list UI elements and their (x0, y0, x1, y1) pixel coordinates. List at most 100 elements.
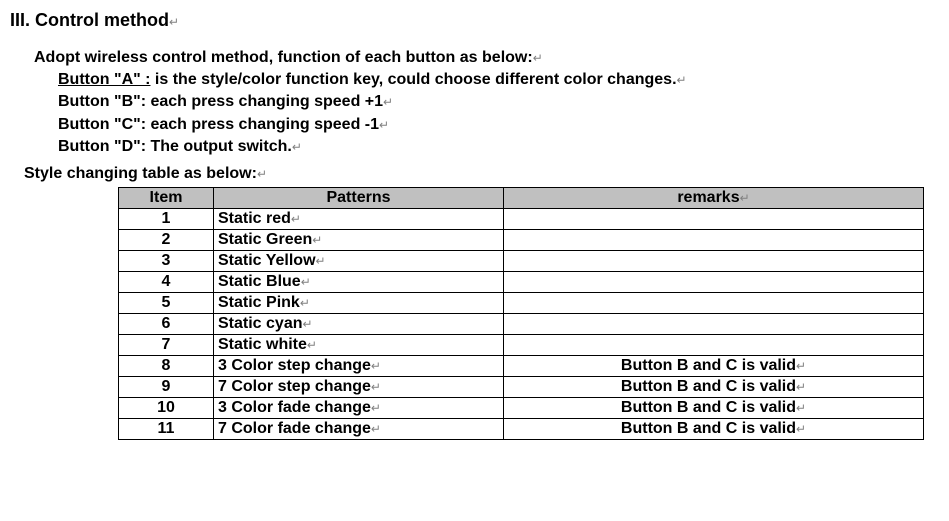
cell-item: 3 (119, 250, 214, 271)
cell-remarks-text: Button B and C is valid (621, 399, 796, 416)
table-intro: Style changing table as below:↵ (24, 165, 941, 183)
return-mark-icon: ↵ (383, 95, 393, 109)
button-desc: each press changing speed +1 (150, 93, 383, 110)
return-mark-icon: ↵ (677, 73, 687, 87)
cell-item: 6 (119, 313, 214, 334)
cell-pattern: Static white↵ (214, 334, 504, 355)
return-mark-icon: ↵ (300, 296, 310, 310)
cell-item: 11 (119, 418, 214, 439)
cell-pattern: 7 Color step change↵ (214, 376, 504, 397)
button-line: Button "D": The output switch.↵ (58, 136, 941, 158)
button-desc: The output switch. (150, 138, 291, 155)
button-label: Button "A" : (58, 71, 150, 88)
table-row: 97 Color step change↵Button B and C is v… (119, 376, 924, 397)
section-title-text: III. Control method (10, 10, 169, 30)
cell-pattern: Static Blue↵ (214, 271, 504, 292)
section-title: III. Control method↵ (8, 10, 941, 31)
button-desc: is the style/color function key, could c… (150, 71, 676, 88)
table-row: 4Static Blue↵ (119, 271, 924, 292)
cell-item: 2 (119, 229, 214, 250)
cell-pattern-text: Static Blue (218, 273, 301, 290)
cell-pattern: Static Yellow↵ (214, 250, 504, 271)
header-remarks: remarks↵ (504, 187, 924, 208)
cell-remarks (504, 334, 924, 355)
button-line: Button "B": each press changing speed +1… (58, 91, 941, 113)
table-row: 1Static red↵ (119, 208, 924, 229)
return-mark-icon: ↵ (371, 422, 381, 436)
return-mark-icon: ↵ (371, 359, 381, 373)
return-mark-icon: ↵ (257, 167, 267, 181)
header-item: Item (119, 187, 214, 208)
cell-pattern-text: 7 Color step change (218, 378, 371, 395)
return-mark-icon: ↵ (169, 15, 179, 29)
table-row: 117 Color fade change↵Button B and C is … (119, 418, 924, 439)
header-remarks-text: remarks (677, 189, 739, 206)
cell-remarks: Button B and C is valid↵ (504, 355, 924, 376)
cell-pattern: Static Pink↵ (214, 292, 504, 313)
cell-pattern-text: Static cyan (218, 315, 302, 332)
return-mark-icon: ↵ (796, 401, 806, 415)
cell-remarks-text: Button B and C is valid (621, 357, 796, 374)
intro-text: Adopt wireless control method, function … (34, 49, 533, 66)
cell-item: 4 (119, 271, 214, 292)
table-row: 3Static Yellow↵ (119, 250, 924, 271)
table-row: 5Static Pink↵ (119, 292, 924, 313)
cell-item: 10 (119, 397, 214, 418)
cell-remarks (504, 208, 924, 229)
return-mark-icon: ↵ (740, 191, 750, 205)
button-label: Button "D": (58, 138, 150, 155)
header-patterns: Patterns (214, 187, 504, 208)
cell-pattern: 3 Color step change↵ (214, 355, 504, 376)
return-mark-icon: ↵ (371, 380, 381, 394)
table-body: 1Static red↵ 2Static Green↵ 3Static Yell… (119, 208, 924, 439)
cell-item: 5 (119, 292, 214, 313)
cell-remarks: Button B and C is valid↵ (504, 376, 924, 397)
button-label: Button "C": (58, 116, 150, 133)
return-mark-icon: ↵ (371, 401, 381, 415)
button-label: Button "B": (58, 93, 150, 110)
return-mark-icon: ↵ (796, 380, 806, 394)
cell-pattern-text: Static Pink (218, 294, 300, 311)
cell-remarks (504, 250, 924, 271)
return-mark-icon: ↵ (301, 275, 311, 289)
cell-pattern-text: Static red (218, 210, 291, 227)
cell-remarks (504, 313, 924, 334)
cell-pattern-text: Static Green (218, 231, 312, 248)
cell-pattern: 3 Color fade change↵ (214, 397, 504, 418)
return-mark-icon: ↵ (316, 254, 326, 268)
cell-item: 1 (119, 208, 214, 229)
cell-remarks: Button B and C is valid↵ (504, 418, 924, 439)
button-line: Button "A" : is the style/color function… (58, 69, 941, 91)
table-row: 2Static Green↵ (119, 229, 924, 250)
cell-pattern: Static cyan↵ (214, 313, 504, 334)
table-intro-text: Style changing table as below: (24, 165, 257, 182)
cell-remarks-text: Button B and C is valid (621, 420, 796, 437)
cell-remarks: Button B and C is valid↵ (504, 397, 924, 418)
cell-pattern-text: Static white (218, 336, 307, 353)
cell-remarks (504, 229, 924, 250)
intro-line: Adopt wireless control method, function … (34, 49, 941, 67)
cell-item: 9 (119, 376, 214, 397)
cell-pattern: Static Green↵ (214, 229, 504, 250)
cell-remarks-text: Button B and C is valid (621, 378, 796, 395)
return-mark-icon: ↵ (533, 51, 543, 65)
button-desc: each press changing speed -1 (150, 116, 379, 133)
cell-pattern: 7 Color fade change↵ (214, 418, 504, 439)
cell-pattern-text: Static Yellow (218, 252, 316, 269)
table-row: 7Static white↵ (119, 334, 924, 355)
style-changing-table: Item Patterns remarks↵ 1Static red↵ 2Sta… (118, 187, 924, 440)
return-mark-icon: ↵ (291, 212, 301, 226)
cell-pattern-text: 3 Color fade change (218, 399, 371, 416)
table-row: 6Static cyan↵ (119, 313, 924, 334)
return-mark-icon: ↵ (307, 338, 317, 352)
cell-pattern: Static red↵ (214, 208, 504, 229)
cell-pattern-text: 7 Color fade change (218, 420, 371, 437)
cell-remarks (504, 292, 924, 313)
cell-pattern-text: 3 Color step change (218, 357, 371, 374)
return-mark-icon: ↵ (292, 140, 302, 154)
return-mark-icon: ↵ (796, 422, 806, 436)
button-line: Button "C": each press changing speed -1… (58, 114, 941, 136)
return-mark-icon: ↵ (379, 118, 389, 132)
table-header-row: Item Patterns remarks↵ (119, 187, 924, 208)
return-mark-icon: ↵ (302, 317, 312, 331)
